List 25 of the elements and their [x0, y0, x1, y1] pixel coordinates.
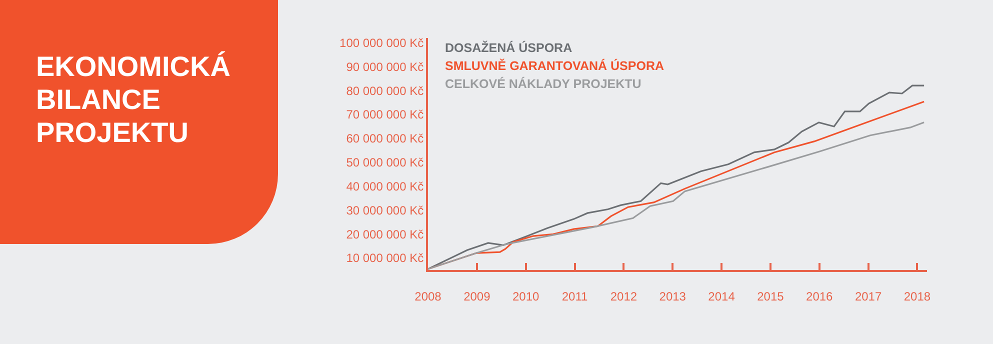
x-tick-label: 2017: [854, 289, 882, 304]
x-tick-label: 2011: [562, 289, 588, 304]
y-tick-label: 90 000 000 Kč: [346, 60, 424, 74]
x-tick-label: 2015: [757, 289, 784, 304]
x-tick-label: 2012: [610, 289, 638, 304]
y-tick-label: 20 000 000 Kč: [346, 227, 424, 242]
y-tick-label: 50 000 000 Kč: [346, 156, 424, 170]
y-tick-label: 40 000 000 Kč: [346, 179, 424, 194]
x-tick-label: 2010: [512, 289, 540, 304]
y-tick-label: 100 000 000 Kč: [340, 36, 424, 50]
x-tick-label: 2008: [414, 289, 442, 304]
x-tick-label: 2016: [806, 289, 834, 304]
y-tick-label: 10 000 000 Kč: [346, 251, 424, 266]
x-tick-label: 2009: [464, 289, 491, 304]
y-tick-label: 70 000 000 Kč: [346, 108, 424, 122]
y-tick-label: 80 000 000 Kč: [346, 84, 424, 98]
x-tick-label: 2013: [659, 289, 686, 304]
y-tick-label: 60 000 000 Kč: [346, 132, 424, 146]
text: CELKOVÉ NÁKLADY PROJEKTU: [445, 76, 642, 91]
x-tick-label: 2018: [904, 289, 931, 304]
x-tick-label: 2014: [708, 289, 736, 304]
text: EKONOMICKÁ BILANCE PROJEKTU: [36, 50, 232, 149]
y-tick-label: 30 000 000 Kč: [346, 203, 424, 218]
text: DOSAŽENÁ ÚSPORA: [445, 40, 572, 55]
text: SMLUVNĚ GARANTOVANÁ ÚSPORA: [445, 58, 664, 73]
